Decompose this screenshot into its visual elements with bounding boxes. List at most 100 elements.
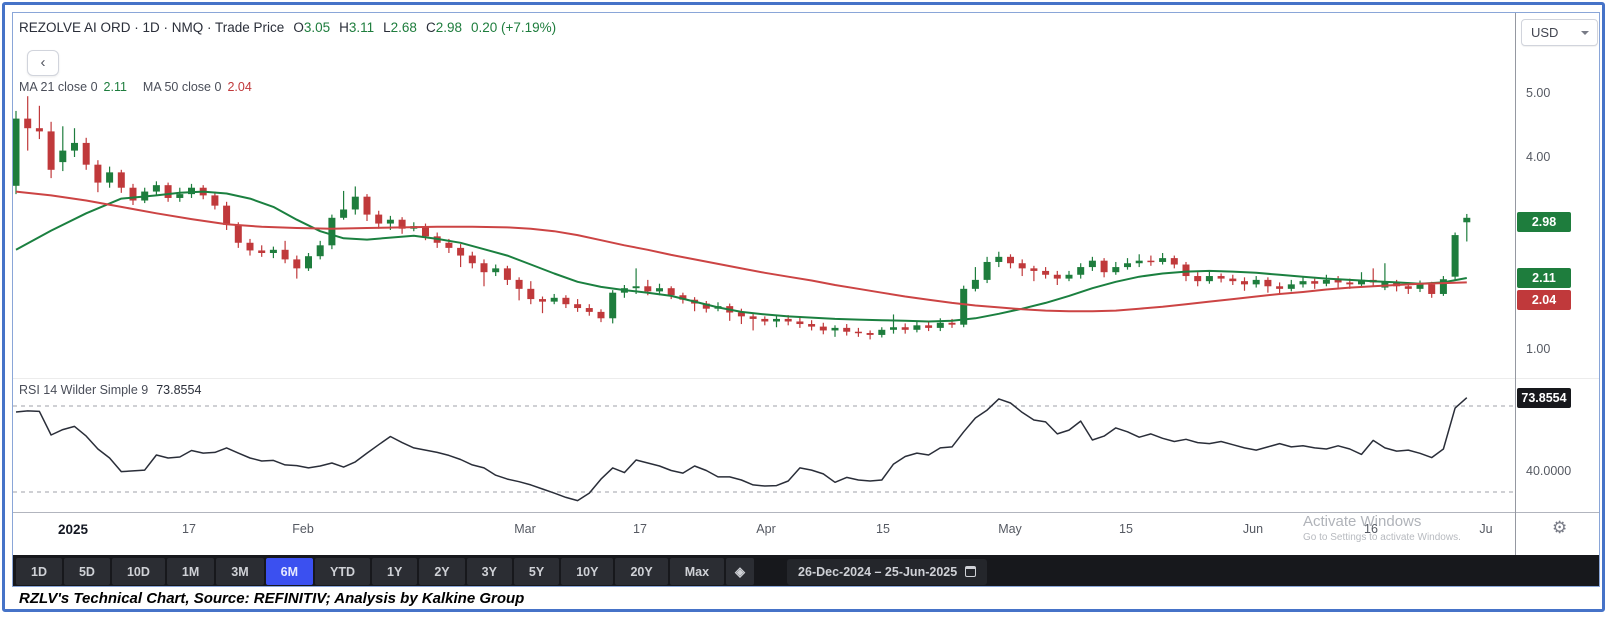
interval-1y-button[interactable]: 1Y	[372, 558, 418, 585]
candle-body	[550, 297, 558, 302]
candle-body	[375, 214, 383, 224]
open-value: 3.05	[303, 20, 331, 35]
currency-label: USD	[1531, 25, 1559, 40]
candle-body	[188, 187, 195, 195]
ma21-label: MA 21 close 0	[19, 80, 98, 94]
candle-body	[597, 311, 605, 319]
candle-body	[422, 226, 429, 237]
close-value: 2.98	[435, 20, 462, 35]
candle-body	[808, 324, 816, 327]
candle-body	[1205, 276, 1213, 282]
candle-body	[457, 247, 465, 256]
interval-10d-button[interactable]: 10D	[111, 558, 165, 585]
interval-3m-button[interactable]: 3M	[216, 558, 264, 585]
calendar-icon	[965, 566, 977, 577]
interval-5d-button[interactable]: 5D	[63, 558, 110, 585]
candle-body	[960, 288, 968, 325]
rsi-label: RSI 14 Wilder Simple 9	[19, 383, 149, 397]
candle-body	[1264, 279, 1272, 287]
candle-body	[24, 118, 32, 129]
rsi-value: 73.8554	[156, 383, 202, 397]
candle-body	[1007, 256, 1014, 264]
candle-body	[527, 288, 535, 300]
candle-body	[632, 286, 640, 289]
currency-dropdown[interactable]: USD	[1521, 19, 1598, 46]
price-tick-5.00: 5.00	[1526, 86, 1551, 100]
candle-body	[878, 329, 886, 335]
candle-body	[503, 268, 511, 280]
candle-body	[1182, 264, 1190, 277]
price-tick-4.00: 4.00	[1526, 150, 1551, 164]
price-badge-2.98: 2.98	[1517, 212, 1571, 233]
interval-2y-button[interactable]: 2Y	[419, 558, 465, 585]
candle-body	[445, 242, 453, 248]
candle-body	[971, 279, 979, 289]
candle-body	[1451, 235, 1459, 277]
candle-body	[1018, 263, 1026, 269]
interval-ytd-button[interactable]: YTD	[315, 558, 371, 585]
interval-10y-button[interactable]: 10Y	[561, 558, 614, 585]
pane-divider[interactable]	[13, 378, 1599, 379]
interval-20y-button[interactable]: 20Y	[615, 558, 668, 585]
ma50-label: MA 50 close 0	[142, 80, 222, 94]
interval-1m-button[interactable]: 1M	[166, 558, 215, 585]
candle-body	[749, 316, 757, 319]
candle-body	[117, 172, 125, 188]
candle-body	[1077, 267, 1085, 275]
candle-body	[1065, 274, 1073, 279]
candle-body	[1322, 279, 1330, 284]
candle-body	[363, 196, 371, 215]
settings-gear-icon[interactable]: ⚙	[1552, 518, 1568, 537]
rsi-legend: RSI 14 Wilder Simple 9 73.8554	[19, 383, 201, 397]
interval-6m-button[interactable]: 6M	[265, 558, 314, 585]
time-label-Mar: Mar	[514, 522, 536, 536]
candle-body	[223, 205, 231, 225]
candle-body	[293, 259, 301, 269]
candle-body	[129, 187, 137, 201]
interval-3y-button[interactable]: 3Y	[466, 558, 512, 585]
candle-body	[480, 263, 488, 273]
candle-body	[1147, 260, 1155, 263]
time-label-2025: 2025	[57, 522, 89, 537]
ma50-line	[15, 190, 1467, 313]
chart-header: REZOLVE AI ORD · 1D · NMQ · Trade Price O…	[19, 20, 556, 35]
time-label-Jun: Jun	[1242, 522, 1264, 536]
candle-body	[936, 322, 944, 328]
time-label-15: 15	[876, 522, 890, 536]
interval-max-button[interactable]: Max	[669, 558, 725, 585]
time-label-Ju: Ju	[1479, 522, 1493, 536]
candle-body	[106, 172, 114, 183]
candle-body	[1334, 279, 1342, 283]
time-label-Apr: Apr	[756, 522, 776, 536]
rsi-tick-40: 40.0000	[1526, 463, 1572, 478]
candle-body	[47, 131, 55, 170]
diamond-icon: ◈	[735, 563, 746, 579]
candle-body	[995, 256, 1003, 262]
candle-body	[164, 185, 172, 198]
candle-body	[246, 242, 254, 251]
time-axis[interactable]: 2025 17 Feb Mar 17 Apr 15 May 15 Jun 16 Ju	[13, 512, 1599, 555]
date-range-picker[interactable]: 26-Dec-2024 – 25-Jun-2025	[787, 558, 988, 585]
candle-body	[71, 142, 78, 151]
candle-body	[1030, 268, 1038, 271]
price-tick-1.00: 1.00	[1526, 342, 1551, 356]
candle-body	[1088, 260, 1096, 268]
ma21-value: 2.11	[103, 80, 127, 94]
candle-body	[737, 312, 745, 317]
price-axis[interactable]: USD ⚙ 5.00 4.00 1.00 2.98 2.11 2.04 40.0000 73.…	[1515, 13, 1599, 555]
interval-settings-button[interactable]: ◈	[726, 558, 755, 585]
time-label-May: May	[998, 522, 1022, 536]
candle-body	[1299, 281, 1307, 285]
high-label: H	[339, 20, 349, 35]
candle-body	[328, 217, 336, 246]
candle-body	[1287, 284, 1295, 289]
interval-5y-button[interactable]: 5Y	[513, 558, 560, 585]
price-badge-2.11: 2.11	[1517, 267, 1571, 288]
back-button[interactable]: ‹	[27, 50, 59, 76]
interval-1d-button[interactable]: 1D	[16, 558, 62, 585]
price-rsi-chart-canvas[interactable]	[13, 13, 1600, 587]
change-value: 0.20 (+7.19%)	[470, 20, 557, 35]
candle-body	[281, 249, 289, 260]
candle-body	[492, 268, 500, 273]
